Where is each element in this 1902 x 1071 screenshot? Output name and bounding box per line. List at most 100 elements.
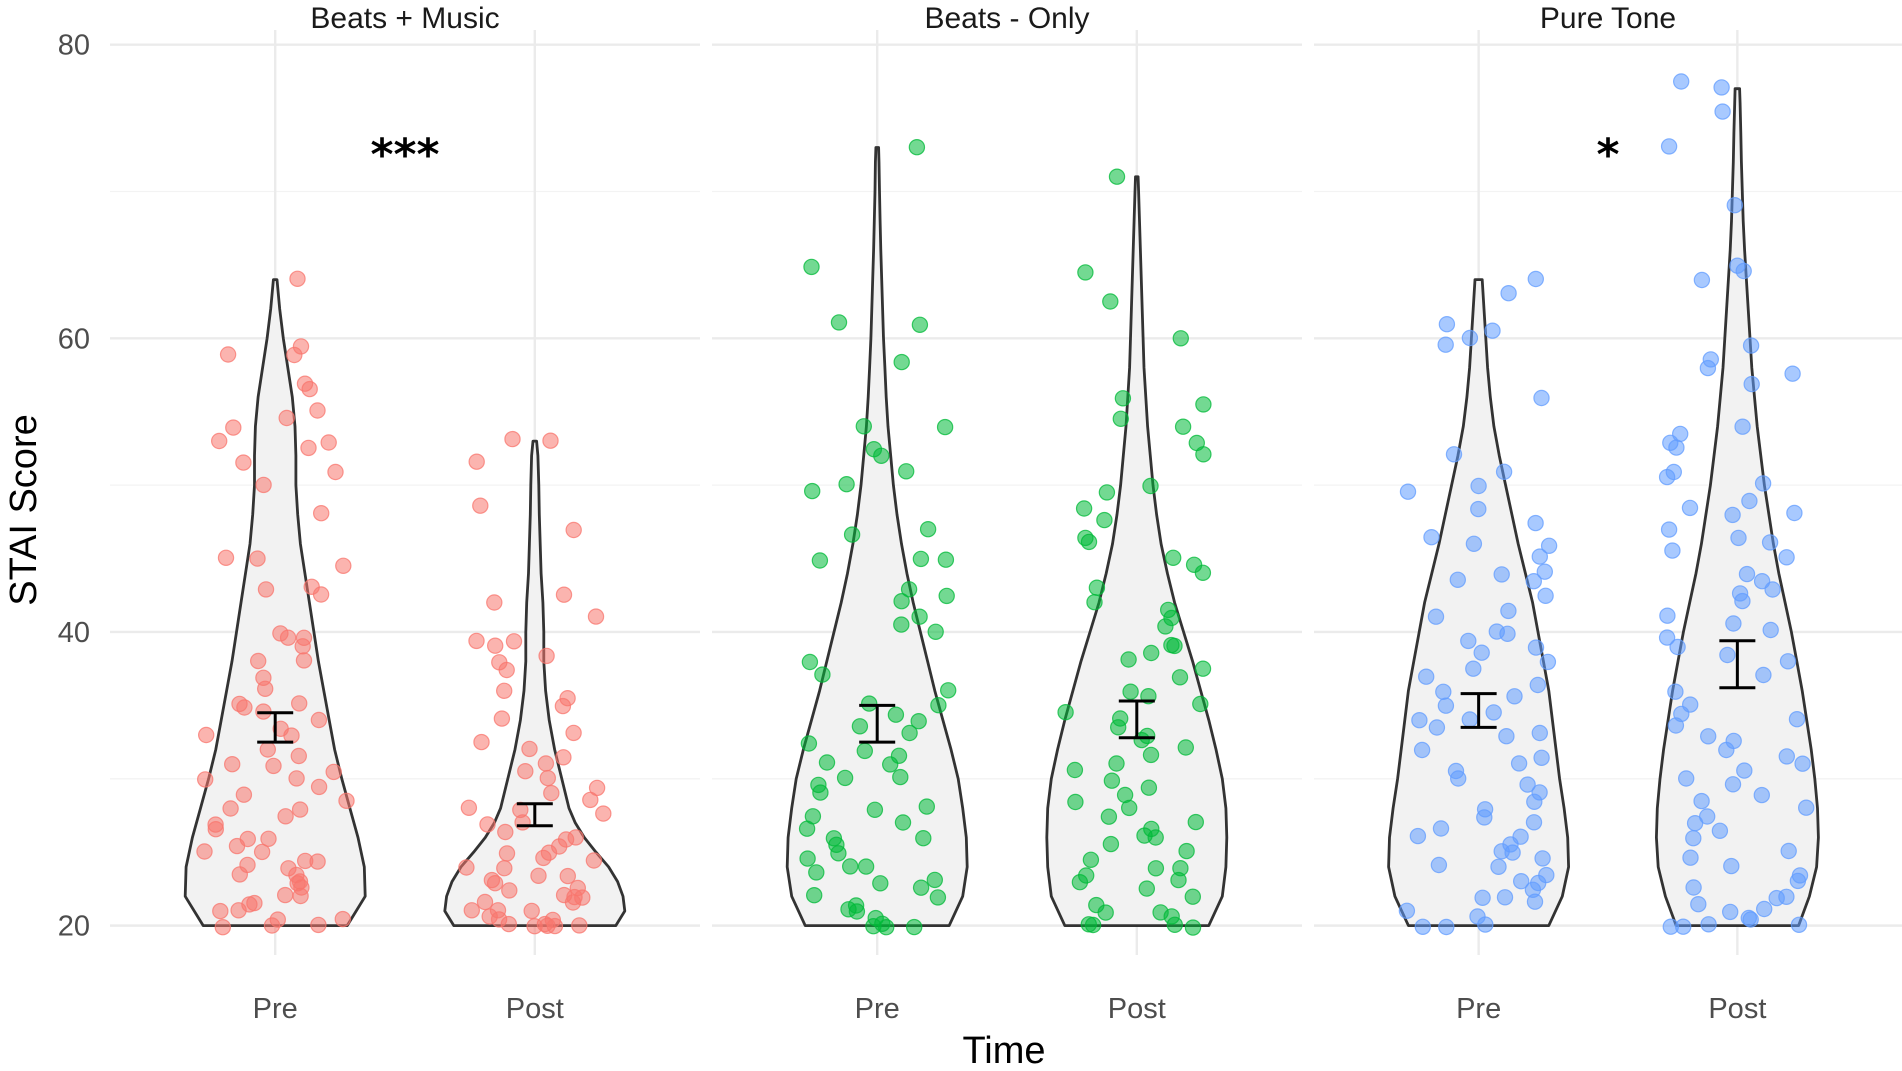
- data-point: [1142, 644, 1160, 662]
- data-point: [1527, 639, 1545, 656]
- data-point: [910, 713, 927, 730]
- data-point: [843, 526, 861, 543]
- data-point: [265, 757, 282, 775]
- data-point: [1779, 653, 1797, 670]
- data-point: [325, 763, 342, 781]
- data-point: [1172, 330, 1190, 347]
- data-point: [504, 430, 521, 448]
- data-point: [1699, 728, 1717, 745]
- data-point: [1755, 900, 1773, 918]
- data-point: [1794, 755, 1811, 772]
- data-point: [1438, 918, 1455, 936]
- data-point: [1797, 799, 1815, 816]
- x-tick-label: Pre: [855, 993, 900, 1025]
- panel-title: Pure Tone: [1540, 2, 1676, 35]
- data-point: [1398, 902, 1416, 920]
- data-point: [517, 763, 534, 780]
- data-point: [872, 875, 889, 892]
- data-point: [496, 860, 513, 877]
- data-point: [1122, 683, 1139, 700]
- data-point: [335, 557, 352, 575]
- data-point: [1102, 293, 1119, 310]
- data-point: [1184, 888, 1202, 905]
- data-point: [338, 792, 355, 810]
- data-point: [1533, 749, 1550, 767]
- data-point: [196, 771, 214, 788]
- data-point: [310, 711, 328, 729]
- data-point: [259, 741, 276, 758]
- data-point: [1084, 916, 1102, 934]
- data-point: [1536, 563, 1554, 580]
- significance-marker: ***: [370, 129, 439, 180]
- data-point: [1071, 874, 1089, 891]
- violin-post: [443, 439, 627, 927]
- y-tick-label: 80: [58, 30, 90, 62]
- data-point: [940, 682, 957, 699]
- data-point: [230, 902, 247, 919]
- data-point: [1685, 830, 1702, 847]
- data-point: [476, 893, 494, 911]
- x-tick-label: Post: [1108, 993, 1166, 1025]
- data-point: [1734, 592, 1751, 610]
- data-point: [301, 380, 318, 398]
- data-point: [1526, 893, 1544, 910]
- data-point: [1465, 535, 1483, 553]
- data-point: [290, 747, 307, 765]
- data-point: [898, 463, 915, 480]
- data-point: [1721, 903, 1739, 921]
- data-point: [253, 843, 271, 861]
- x-tick-label: Pre: [253, 993, 298, 1025]
- data-point: [892, 768, 909, 786]
- data-point: [1414, 918, 1432, 936]
- data-point: [538, 647, 555, 665]
- data-point: [235, 454, 252, 471]
- data-point: [310, 778, 328, 796]
- data-point: [1693, 271, 1711, 289]
- data-point: [1496, 889, 1514, 906]
- data-point: [1114, 390, 1132, 407]
- data-point: [818, 754, 836, 771]
- data-point: [1493, 566, 1510, 583]
- data-point: [295, 652, 313, 669]
- data-point: [842, 858, 859, 875]
- data-point: [836, 769, 854, 787]
- data-point: [1677, 770, 1695, 787]
- data-point: [292, 887, 309, 905]
- data-point: [1510, 755, 1528, 772]
- data-point: [1080, 533, 1098, 551]
- data-point: [263, 917, 281, 934]
- data-point: [479, 816, 496, 833]
- x-axis-title: Time: [962, 1030, 1045, 1071]
- data-point: [1780, 842, 1797, 860]
- data-point: [911, 316, 929, 333]
- data-point: [1100, 808, 1118, 825]
- data-point: [1435, 683, 1452, 701]
- data-point: [1537, 587, 1554, 605]
- data-point: [908, 138, 926, 156]
- data-point: [1527, 270, 1545, 288]
- data-point: [1495, 463, 1513, 480]
- data-point: [222, 800, 239, 817]
- data-point: [1449, 770, 1467, 787]
- data-point: [929, 889, 947, 906]
- data-point: [912, 550, 930, 568]
- data-point: [1734, 418, 1751, 435]
- data-point: [1096, 511, 1113, 529]
- data-point: [250, 652, 267, 670]
- data-point: [1658, 629, 1676, 646]
- data-point: [803, 258, 820, 276]
- data-point: [1778, 888, 1795, 906]
- data-point: [458, 859, 475, 876]
- data-point: [1470, 500, 1487, 518]
- data-point: [1533, 389, 1550, 407]
- data-point: [1465, 660, 1482, 677]
- data-point: [938, 587, 955, 605]
- data-point: [1399, 483, 1417, 500]
- data-point: [460, 799, 478, 817]
- data-point: [1519, 776, 1536, 793]
- data-point: [292, 338, 310, 355]
- data-point: [1413, 741, 1431, 759]
- data-point: [1764, 581, 1781, 598]
- data-point: [1088, 579, 1106, 596]
